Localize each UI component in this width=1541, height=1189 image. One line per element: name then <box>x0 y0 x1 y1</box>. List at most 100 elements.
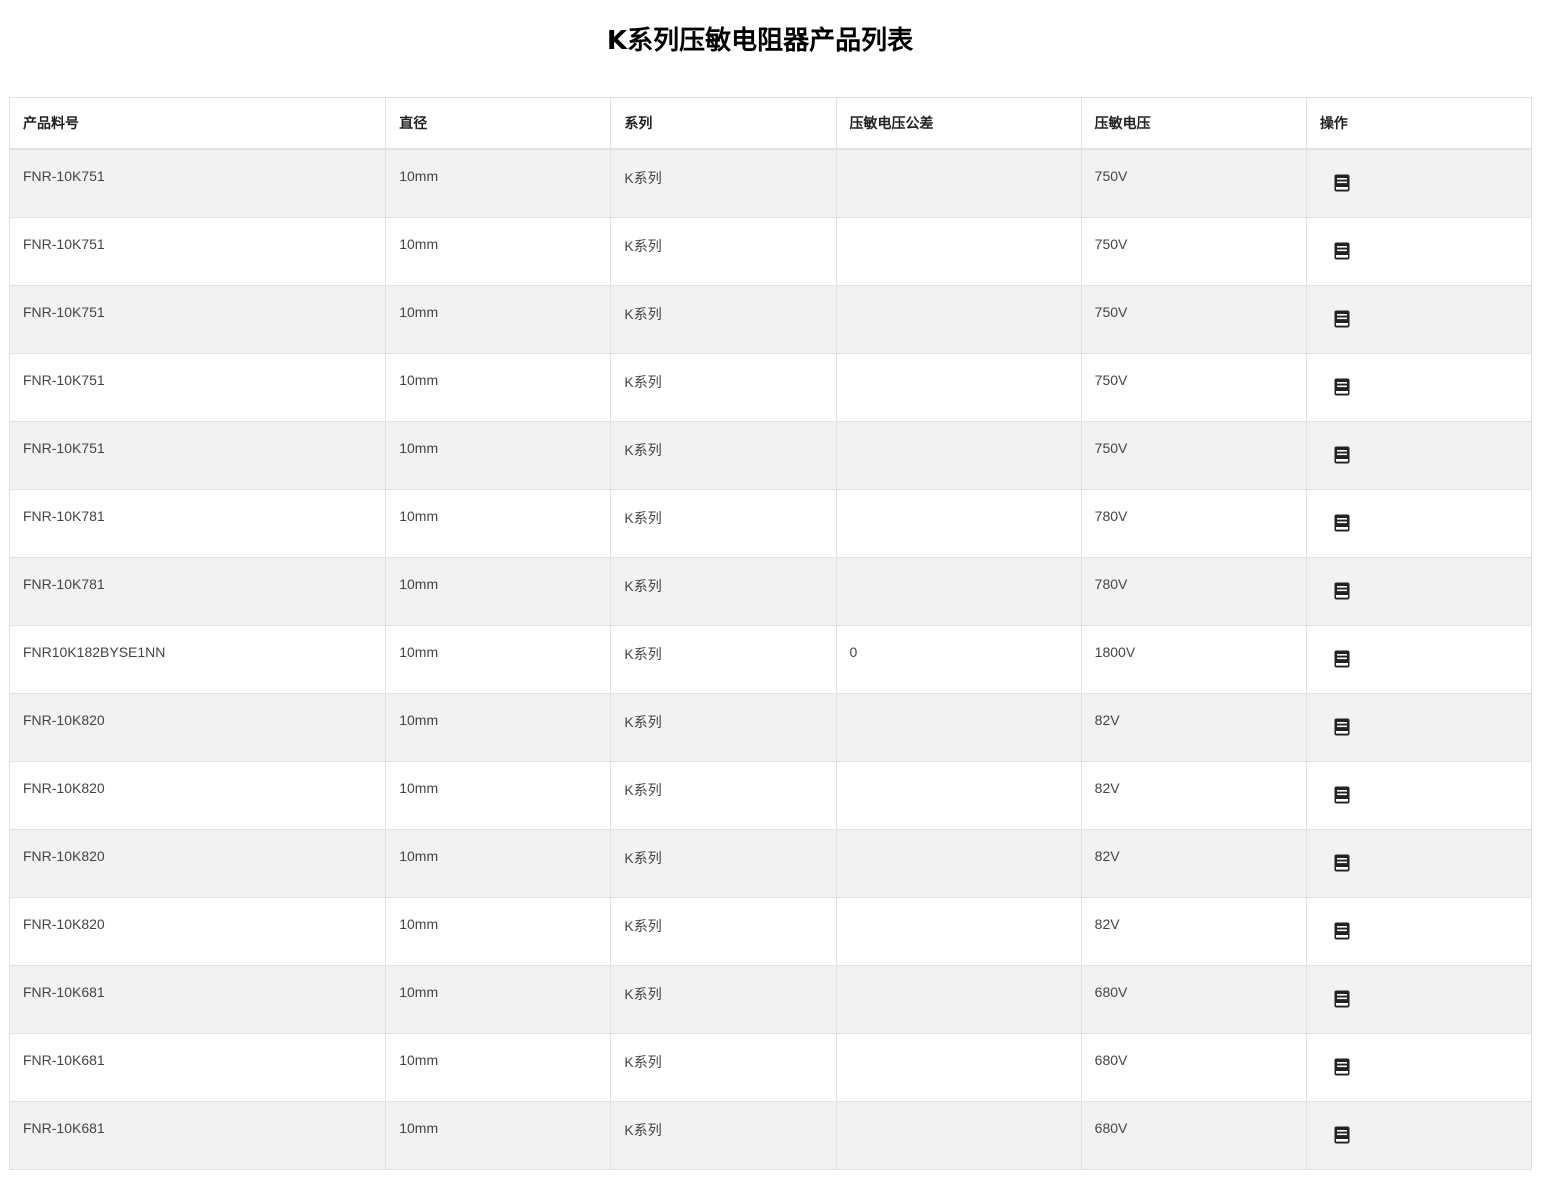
table-row: FNR-10K820 10mm K系列 82V <box>8 692 1533 762</box>
cell-actions <box>1305 488 1533 558</box>
cell-diameter: 10mm <box>385 964 612 1034</box>
book-icon[interactable] <box>1334 514 1350 532</box>
cell-voltage-tolerance <box>835 556 1082 626</box>
cell-actions <box>1305 964 1533 1034</box>
cell-varistor-voltage: 680V <box>1080 1100 1307 1170</box>
cell-diameter: 10mm <box>385 692 612 762</box>
cell-part-number: FNR-10K820 <box>8 760 387 830</box>
cell-diameter: 10mm <box>385 896 612 966</box>
cell-diameter: 10mm <box>385 352 612 422</box>
cell-diameter: 10mm <box>385 1032 612 1102</box>
cell-actions <box>1305 556 1533 626</box>
cell-series: K系列 <box>610 148 837 218</box>
cell-voltage-tolerance <box>835 148 1082 218</box>
table-row: FNR-10K820 10mm K系列 82V <box>8 760 1533 830</box>
table-row: FNR-10K751 10mm K系列 750V <box>8 284 1533 354</box>
book-icon[interactable] <box>1334 378 1350 396</box>
cell-series: K系列 <box>610 556 837 626</box>
book-icon[interactable] <box>1334 174 1350 192</box>
cell-varistor-voltage: 680V <box>1080 1032 1307 1102</box>
table-row: FNR-10K681 10mm K系列 680V <box>8 1032 1533 1102</box>
cell-diameter: 10mm <box>385 488 612 558</box>
book-icon[interactable] <box>1334 1058 1350 1076</box>
page-title: K系列压敏电阻器产品列表 <box>606 26 914 56</box>
cell-actions <box>1305 1032 1533 1102</box>
cell-actions <box>1305 692 1533 762</box>
table-row: FNR-10K751 10mm K系列 750V <box>8 420 1533 490</box>
cell-actions <box>1305 760 1533 830</box>
book-icon[interactable] <box>1334 650 1350 668</box>
cell-part-number: FNR-10K820 <box>8 692 387 762</box>
cell-part-number: FNR-10K820 <box>8 828 387 898</box>
cell-diameter: 10mm <box>385 148 612 218</box>
cell-series: K系列 <box>610 624 837 694</box>
cell-diameter: 10mm <box>385 1100 612 1170</box>
cell-actions <box>1305 1100 1533 1170</box>
book-icon[interactable] <box>1334 446 1350 464</box>
cell-actions <box>1305 352 1533 422</box>
book-icon[interactable] <box>1334 242 1350 260</box>
product-table: 产品料号 直径 系列 压敏电压公差 压敏电压 操作 FNR-10K751 10mm… <box>8 97 1533 1170</box>
book-icon[interactable] <box>1334 786 1350 804</box>
cell-series: K系列 <box>610 760 837 830</box>
cell-varistor-voltage: 82V <box>1080 896 1307 966</box>
cell-diameter: 10mm <box>385 760 612 830</box>
header-part-number: 产品料号 <box>8 97 387 150</box>
cell-series: K系列 <box>610 692 837 762</box>
book-icon[interactable] <box>1334 922 1350 940</box>
cell-diameter: 10mm <box>385 624 612 694</box>
cell-part-number: FNR-10K681 <box>8 1100 387 1170</box>
book-icon[interactable] <box>1334 1126 1350 1144</box>
cell-series: K系列 <box>610 828 837 898</box>
cell-diameter: 10mm <box>385 420 612 490</box>
cell-varistor-voltage: 780V <box>1080 556 1307 626</box>
cell-actions <box>1305 284 1533 354</box>
cell-voltage-tolerance <box>835 828 1082 898</box>
cell-actions <box>1305 828 1533 898</box>
header-diameter: 直径 <box>385 97 612 150</box>
cell-voltage-tolerance <box>835 692 1082 762</box>
cell-voltage-tolerance <box>835 896 1082 966</box>
cell-varistor-voltage: 780V <box>1080 488 1307 558</box>
book-icon[interactable] <box>1334 582 1350 600</box>
header-actions: 操作 <box>1305 97 1533 150</box>
table-row: FNR-10K751 10mm K系列 750V <box>8 148 1533 218</box>
cell-part-number: FNR-10K751 <box>8 216 387 286</box>
cell-voltage-tolerance <box>835 216 1082 286</box>
book-icon[interactable] <box>1334 990 1350 1008</box>
cell-voltage-tolerance <box>835 352 1082 422</box>
cell-varistor-voltage: 82V <box>1080 760 1307 830</box>
cell-series: K系列 <box>610 488 837 558</box>
cell-actions <box>1305 148 1533 218</box>
cell-part-number: FNR-10K681 <box>8 964 387 1034</box>
book-icon[interactable] <box>1334 310 1350 328</box>
cell-actions <box>1305 624 1533 694</box>
cell-diameter: 10mm <box>385 216 612 286</box>
cell-voltage-tolerance <box>835 1032 1082 1102</box>
table-row: FNR-10K820 10mm K系列 82V <box>8 828 1533 898</box>
cell-voltage-tolerance <box>835 964 1082 1034</box>
book-icon[interactable] <box>1334 854 1350 872</box>
cell-varistor-voltage: 1800V <box>1080 624 1307 694</box>
cell-voltage-tolerance <box>835 1100 1082 1170</box>
cell-actions <box>1305 896 1533 966</box>
cell-series: K系列 <box>610 964 837 1034</box>
cell-diameter: 10mm <box>385 828 612 898</box>
cell-series: K系列 <box>610 1100 837 1170</box>
table-row: FNR10K182BYSE1NN 10mm K系列 0 1800V <box>8 624 1533 694</box>
book-icon[interactable] <box>1334 718 1350 736</box>
cell-series: K系列 <box>610 284 837 354</box>
cell-part-number: FNR10K182BYSE1NN <box>8 624 387 694</box>
table-row: FNR-10K781 10mm K系列 780V <box>8 556 1533 626</box>
cell-actions <box>1305 420 1533 490</box>
table-row: FNR-10K820 10mm K系列 82V <box>8 896 1533 966</box>
table-row: FNR-10K781 10mm K系列 780V <box>8 488 1533 558</box>
cell-part-number: FNR-10K751 <box>8 284 387 354</box>
table-header-row: 产品料号 直径 系列 压敏电压公差 压敏电压 操作 <box>8 97 1533 150</box>
cell-varistor-voltage: 750V <box>1080 352 1307 422</box>
cell-part-number: FNR-10K751 <box>8 352 387 422</box>
cell-part-number: FNR-10K781 <box>8 556 387 626</box>
cell-varistor-voltage: 82V <box>1080 692 1307 762</box>
cell-part-number: FNR-10K751 <box>8 420 387 490</box>
header-series: 系列 <box>610 97 837 150</box>
